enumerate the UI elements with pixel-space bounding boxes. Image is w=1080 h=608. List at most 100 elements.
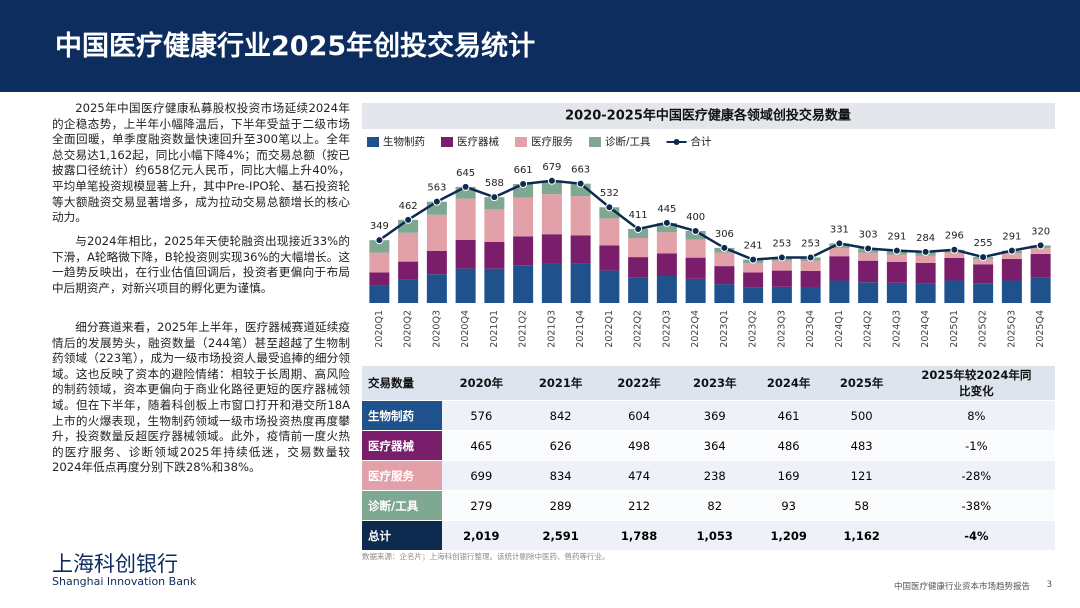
bar-segment: [944, 280, 965, 303]
total-marker: [835, 239, 844, 248]
table-cell: 1,209: [751, 520, 826, 551]
table-row: 医疗器械 465 626 498 364 486 483 -1%: [362, 430, 1055, 461]
bar-segment: [599, 270, 620, 303]
bar-segment: [915, 262, 936, 284]
bar-segment: [800, 270, 821, 287]
bar-segment: [656, 232, 677, 254]
x-tick-label: 2023Q2: [748, 310, 759, 348]
bar-segment: [944, 258, 965, 281]
bar-segment: [714, 266, 735, 285]
table-cell: 486: [751, 430, 826, 461]
table-cell: 2,591: [520, 520, 601, 551]
total-marker: [691, 227, 700, 235]
legend-dot: [673, 139, 680, 145]
x-tick-label: 2022Q2: [633, 310, 644, 348]
chart-title: 2020-2025年中国医疗健康各领域创投交易数量: [565, 108, 851, 124]
bar-segment: [656, 276, 677, 303]
legend-label: 合计: [691, 135, 712, 148]
x-tick-label: 2025Q3: [1006, 310, 1017, 348]
bar-segment: [628, 238, 649, 258]
table-cell: 369: [677, 400, 752, 431]
data-label: 661: [514, 165, 533, 176]
legend-swatch: [589, 137, 601, 147]
table-cell: -28%: [897, 460, 1055, 491]
bar-segment: [1001, 253, 1022, 259]
x-tick-label: 2021Q1: [489, 310, 500, 348]
bar-segment: [513, 236, 534, 266]
row-label: 医疗服务: [362, 460, 442, 491]
table-cell: 699: [441, 460, 521, 491]
total-marker: [777, 253, 786, 262]
table-cell: -4%: [897, 520, 1055, 551]
x-tick-label: 2021Q2: [518, 310, 529, 348]
data-label: 588: [485, 178, 504, 189]
header-bar: 中国医疗健康行业2025年创投交易统计: [0, 0, 1080, 92]
bar-segment: [513, 265, 534, 303]
table-row: 生物制药 576 842 604 369 461 500 8%: [362, 400, 1055, 431]
bar-segment: [455, 198, 476, 240]
bar-segment: [714, 252, 735, 267]
table-cell: 576: [441, 400, 521, 431]
x-tick-label: 2023Q4: [805, 310, 816, 348]
bar-segment: [541, 263, 562, 303]
bar-segment: [426, 214, 447, 251]
legend-swatch: [367, 137, 379, 147]
bar-segment: [685, 257, 706, 279]
bar-segment: [829, 280, 850, 303]
legend-label: 医疗服务: [531, 135, 573, 148]
bar-segment: [685, 231, 706, 240]
table-row: 诊断/工具 279 289 212 82 93 58 -38%: [362, 490, 1055, 521]
bar-segment: [628, 229, 649, 239]
paragraph: 与2024年相比，2025年天使轮融资出现接近33%的下滑，A轮略微下降，B轮投…: [52, 234, 350, 295]
paragraph: 2025年中国医疗健康私募股权投资市场延续2024年的企稳态势，上半年小幅降温后…: [52, 101, 350, 225]
data-label: 400: [686, 212, 705, 223]
bar-segment: [771, 270, 792, 287]
table-cell: 279: [441, 490, 521, 521]
bar-segment: [484, 209, 505, 242]
bar-segment: [771, 286, 792, 303]
data-label: 284: [916, 233, 935, 244]
total-marker: [634, 225, 643, 234]
data-label: 532: [600, 188, 619, 199]
table-cell: 626: [520, 430, 601, 461]
bar-segment: [484, 268, 505, 303]
data-label: 320: [1031, 226, 1050, 237]
bar-segment: [685, 278, 706, 303]
x-tick-label: 2024Q4: [920, 310, 931, 348]
bar-segment: [858, 260, 879, 283]
table-cell: 483: [825, 430, 898, 461]
bar-segment: [426, 274, 447, 303]
data-label: 291: [1002, 232, 1021, 243]
total-marker: [892, 246, 901, 255]
column-header: 2020年: [441, 366, 521, 401]
bar-segment: [513, 197, 534, 237]
table-cell: 238: [677, 460, 752, 491]
bar-segment: [771, 260, 792, 271]
data-label: 411: [629, 210, 648, 221]
data-label: 445: [657, 204, 676, 215]
table-cell: 500: [825, 400, 898, 431]
table-cell: 604: [600, 400, 678, 431]
bar-segment: [426, 250, 447, 275]
table-cell: -1%: [897, 430, 1055, 461]
data-label: 645: [456, 168, 475, 179]
x-tick-label: 2024Q1: [834, 310, 845, 348]
total-marker: [375, 236, 384, 245]
bar-segment: [886, 254, 907, 262]
total-marker: [576, 179, 585, 188]
bar-segment: [369, 285, 390, 303]
data-label: 253: [772, 238, 791, 249]
bar-segment: [973, 264, 994, 284]
bar-segment: [973, 259, 994, 265]
data-label: 241: [744, 241, 763, 252]
bar-segment: [628, 277, 649, 303]
bar-segment: [455, 239, 476, 269]
legend-label: 医疗器械: [457, 135, 499, 148]
bar-segment: [398, 232, 419, 262]
table-row: 医疗服务 699 834 474 238 169 121 -28%: [362, 460, 1055, 491]
x-tick-label: 2020Q1: [374, 310, 385, 348]
x-tick-label: 2020Q4: [460, 310, 471, 348]
data-label: 303: [859, 229, 878, 240]
bar-segment: [685, 239, 706, 258]
total-marker: [605, 203, 614, 212]
